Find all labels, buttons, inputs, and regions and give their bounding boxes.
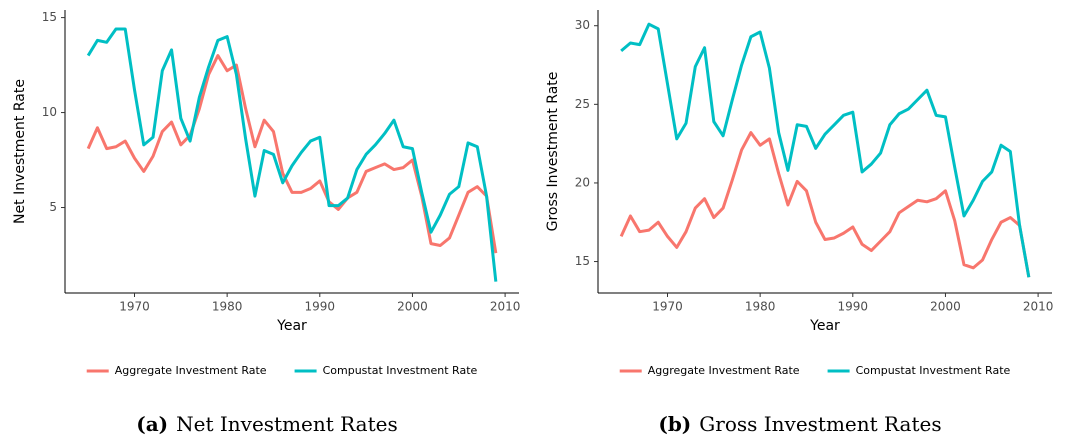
series-line (619, 131, 1031, 278)
series-line (620, 22, 1031, 278)
y-tick-label: 10 (42, 105, 57, 119)
y-tick-label: 30 (575, 18, 590, 32)
x-axis-title: Year (809, 318, 840, 334)
caption: (b) Gross Investment Rates (658, 412, 941, 436)
x-axis-title: Year (276, 318, 307, 334)
series-line (86, 54, 498, 254)
x-tick-label: 1980 (745, 300, 776, 314)
legend: Aggregate Investment Rate Compustat Inves… (619, 364, 1011, 377)
x-tick-label: 1990 (838, 300, 869, 314)
caption-text: Gross Investment Rates (699, 412, 941, 436)
legend-label: Aggregate Investment Rate (115, 364, 267, 377)
caption-label: (b) (658, 412, 691, 436)
chart: 5 10 15 1970 1980 1990 2000 2010 Year Net Investm… (12, 10, 521, 436)
y-axis-title: Net Investment Rate (12, 79, 28, 224)
caption-text: Net Investment Rates (176, 412, 398, 436)
x-tick-label: 2010 (490, 300, 521, 314)
legend: Aggregate Investment Rate Compustat Inves… (86, 364, 478, 377)
legend-label: Aggregate Investment Rate (648, 364, 800, 377)
x-tick-label: 1970 (652, 300, 683, 314)
x-tick-label: 2010 (1023, 300, 1054, 314)
caption-label: (a) (136, 412, 168, 436)
y-tick-label: 5 (49, 200, 57, 214)
x-tick-label: 1970 (119, 300, 150, 314)
y-tick-label: 15 (42, 10, 57, 24)
caption: (a) Net Investment Rates (136, 412, 398, 436)
chart: 15 20 25 30 1970 1980 1990 2000 2010 Year Gross In… (545, 10, 1054, 436)
x-tick-label: 1980 (212, 300, 243, 314)
x-tick-label: 2000 (930, 300, 961, 314)
legend-label: Compustat Investment Rate (856, 364, 1011, 377)
y-tick-label: 25 (575, 97, 590, 111)
y-axis-title: Gross Investment Rate (545, 72, 561, 232)
x-tick-label: 2000 (397, 300, 428, 314)
y-tick-label: 15 (575, 254, 590, 268)
series-line (86, 27, 498, 282)
x-tick-label: 1990 (305, 300, 336, 314)
legend-label: Compustat Investment Rate (323, 364, 478, 377)
y-tick-label: 20 (575, 175, 590, 189)
